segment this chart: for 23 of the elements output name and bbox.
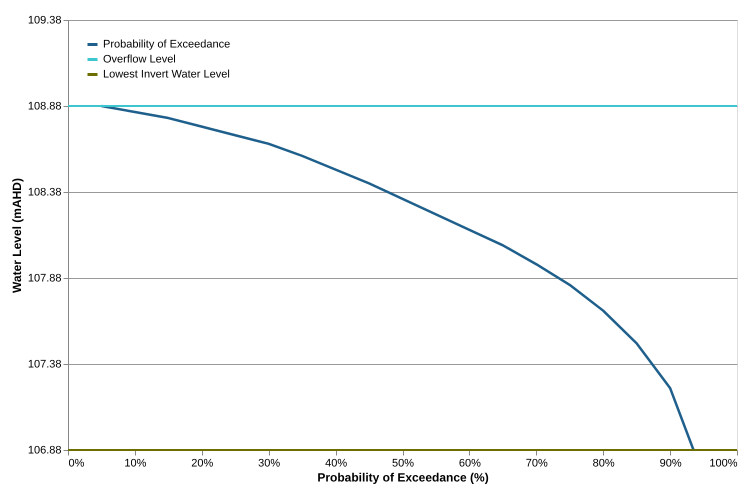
y-tick-label: 109.38 xyxy=(28,14,62,26)
y-tick-label: 108.38 xyxy=(28,186,62,198)
y-tick-label: 108.88 xyxy=(28,100,62,112)
y-tick-label: 107.38 xyxy=(28,358,62,370)
x-tick-label: 60% xyxy=(458,458,482,470)
y-axis-title: Water Level (mAHD) xyxy=(10,178,24,293)
legend-label: Lowest Invert Water Level xyxy=(103,68,230,80)
x-tick-label: 20% xyxy=(191,458,214,470)
legend-label: Probability of Exceedance xyxy=(103,38,230,50)
x-tick-label: 50% xyxy=(392,458,414,470)
x-tick-label: 70% xyxy=(526,458,548,470)
x-tick-label: 90% xyxy=(660,458,682,470)
legend-label: Overflow Level xyxy=(103,54,176,66)
x-tick-label: 0% xyxy=(68,458,85,470)
y-tick-label: 107.88 xyxy=(28,272,62,284)
line-series xyxy=(100,104,695,450)
x-tick-label: 30% xyxy=(258,458,280,470)
y-tick-label: 106.88 xyxy=(28,444,62,456)
x-tick-label: 80% xyxy=(592,458,615,470)
x-axis-title: Probability of Exceedance (%) xyxy=(317,470,489,484)
x-tick-label: 40% xyxy=(325,458,348,470)
x-tick-label: 100% xyxy=(709,458,738,470)
x-tick-label: 10% xyxy=(124,458,147,470)
